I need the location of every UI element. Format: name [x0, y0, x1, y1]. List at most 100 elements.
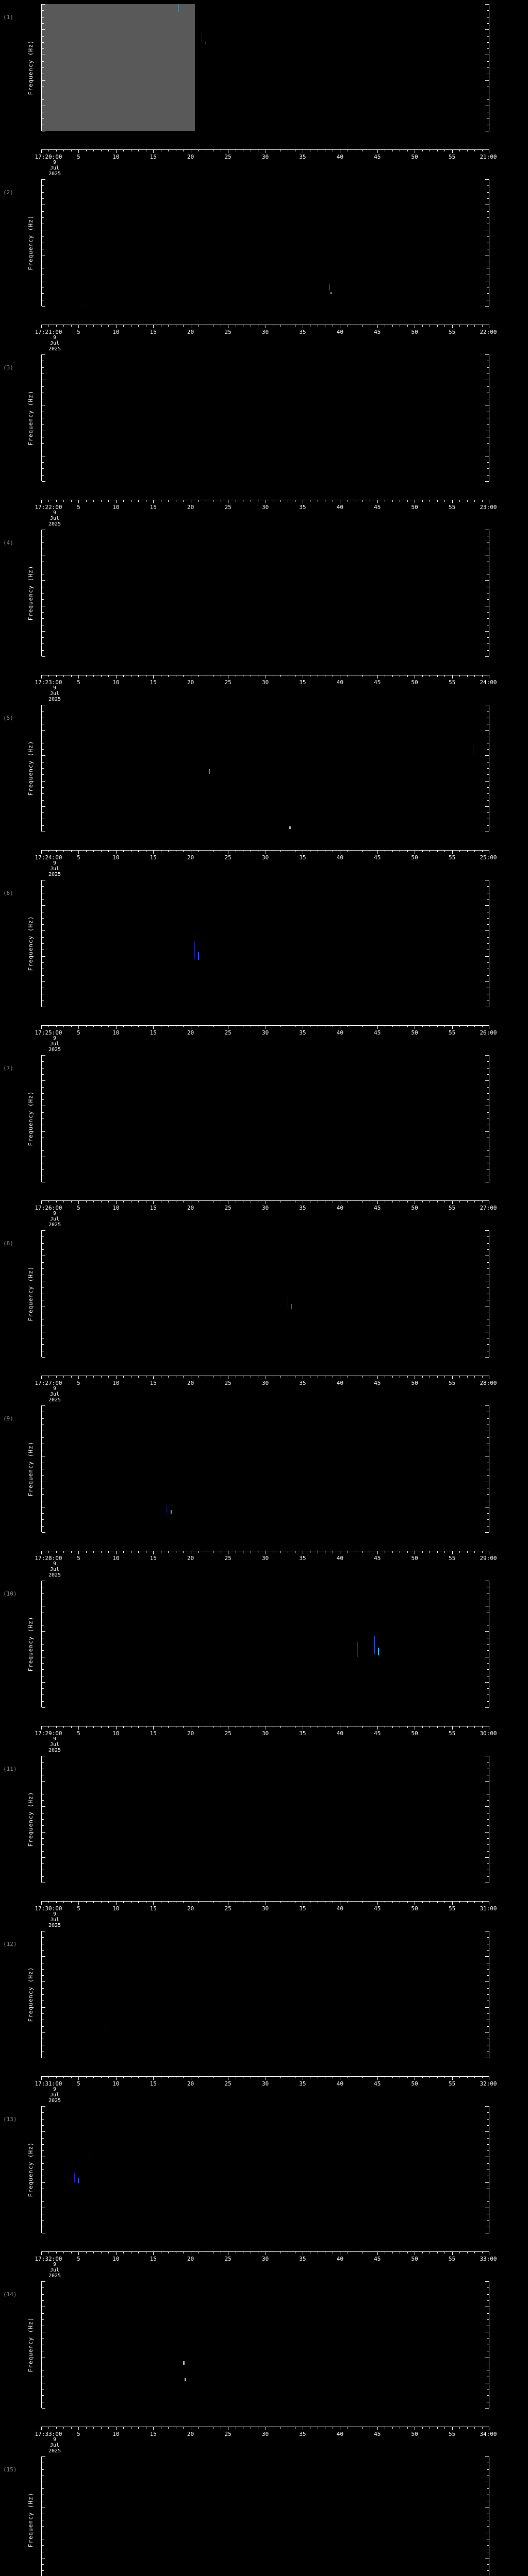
y-axis-tick [42, 2300, 44, 2301]
y-axis-tick-right [487, 1093, 489, 1094]
x-axis-tick-label: 35 [299, 1380, 306, 1386]
x-axis-tick [474, 149, 475, 151]
x-axis-tick [444, 850, 446, 852]
x-axis-tick [123, 1025, 124, 1027]
x-axis-tick [63, 500, 64, 502]
x-axis-tick [86, 2076, 87, 2078]
y-axis-tick-right [487, 1994, 489, 1995]
panel-index-label: (5) [3, 714, 13, 721]
plot-background [41, 1230, 489, 1357]
x-axis-tick-label: 50 [411, 1905, 418, 1912]
x-axis-tick [437, 149, 438, 151]
y-axis-tick [42, 918, 44, 919]
x-axis-tick [437, 675, 438, 677]
x-axis-tick-label: 50 [411, 504, 418, 511]
x-axis-tick-label: 30 [261, 1205, 269, 1211]
x-axis-tick [377, 1200, 378, 1204]
x-axis-tick [108, 325, 109, 327]
plot-area: 02004006008001000 [41, 2281, 489, 2409]
x-axis-tick [41, 149, 42, 153]
y-axis-title: Frequency (Hz) [27, 1616, 34, 1672]
x-axis-tick [93, 2427, 94, 2429]
x-axis-tick [86, 1551, 87, 1553]
y-axis-tick [42, 16, 44, 18]
x-axis-tick [86, 149, 87, 151]
y-axis-tick-right [485, 481, 489, 482]
x-axis-tick [48, 2427, 50, 2429]
y-axis-line-left [41, 1581, 42, 1707]
x-axis-tick-label: 20 [187, 154, 194, 160]
x-axis-tick-label: 20 [187, 504, 194, 511]
y-axis-tick [42, 1819, 44, 1820]
x-axis-tick-label: 45 [374, 1029, 381, 1036]
x-axis-tick-label: 35 [299, 1205, 306, 1211]
y-axis-tick-right [487, 2138, 489, 2139]
y-axis-line-left [41, 1230, 42, 1357]
y-axis-tick [42, 1956, 45, 1957]
x-axis-tick [41, 500, 42, 503]
x-axis-tick-label: 30 [261, 1905, 269, 1912]
y-axis-tick-right [485, 981, 489, 982]
y-axis-tick [42, 1437, 44, 1438]
x-axis-tick [101, 675, 102, 677]
x-axis-tick [93, 1901, 94, 1903]
x-axis-tick [407, 1726, 408, 1728]
date-line: 9 [53, 1736, 57, 1742]
x-axis-tick [407, 675, 408, 677]
data-gap-mask [41, 4, 195, 131]
x-axis-tick-label: 50 [411, 1029, 418, 1036]
x-axis-tick [71, 1901, 72, 1903]
y-axis-tick-right [487, 1513, 489, 1514]
x-axis-tick [116, 675, 117, 679]
x-axis-tick-label: 55 [448, 2256, 456, 2262]
x-axis-tick-label: 25 [224, 854, 232, 861]
x-axis-tick-label: 25 [224, 1029, 232, 1036]
x-axis-tick [48, 850, 50, 852]
x-axis-tick [392, 1025, 393, 1027]
y-axis-tick-right [487, 1800, 489, 1801]
x-axis-tick [452, 850, 453, 854]
x-axis-tick [467, 675, 468, 677]
x-axis-tick [78, 675, 79, 679]
x-axis-tick-label: 25 [224, 1905, 232, 1912]
y-axis-tick-right [487, 650, 489, 651]
x-axis-tick [474, 850, 475, 852]
x-axis-tick-label: 5 [77, 1555, 80, 1562]
spectrogram-panel: Frequency (Hz) (4) 02004006008001000 17:23:… [0, 530, 528, 702]
y-axis-tick-right [487, 618, 489, 619]
x-axis-tick [63, 1551, 64, 1553]
x-axis-tick [101, 1901, 102, 1903]
y-axis-tick [42, 2313, 44, 2314]
x-axis-tick [78, 325, 79, 328]
y-axis-title: Frequency (Hz) [27, 2317, 34, 2372]
x-axis-tick [467, 1376, 468, 1378]
x-axis-tick [56, 1200, 57, 1202]
x-axis-tick-label: 10 [112, 1029, 120, 1036]
y-axis-tick-right [487, 1169, 489, 1170]
y-axis-tick [42, 1851, 44, 1852]
y-axis-tick [42, 80, 45, 81]
x-axis-tick-label: 40 [336, 679, 343, 686]
y-axis-tick [42, 2144, 44, 2145]
date-line: 2025 [48, 697, 61, 702]
x-axis-tick [108, 1901, 109, 1903]
x-axis-tick-label: 20 [187, 854, 194, 861]
y-axis-tick [42, 637, 44, 638]
x-axis-tick [482, 850, 483, 852]
y-axis-tick-right [485, 1055, 489, 1056]
y-axis-tick [42, 386, 44, 387]
x-axis-tick [153, 2076, 154, 2080]
x-axis-tick-label: 20 [187, 1205, 194, 1211]
x-axis-tick [452, 325, 453, 328]
x-axis-tick-label: 40 [336, 2431, 343, 2437]
y-axis-tick [42, 1243, 44, 1244]
y-axis-tick [42, 23, 44, 24]
y-axis-tick-right [487, 236, 489, 237]
x-axis-tick-label: 15 [150, 154, 157, 160]
x-axis-tick [362, 2251, 363, 2253]
x-axis-tick-label: 35 [299, 1555, 306, 1562]
date-line: 2025 [48, 1397, 61, 1403]
date-line: Jul [50, 1216, 60, 1222]
x-axis-tick-label: 45 [374, 679, 381, 686]
x-axis-tick [467, 850, 468, 852]
